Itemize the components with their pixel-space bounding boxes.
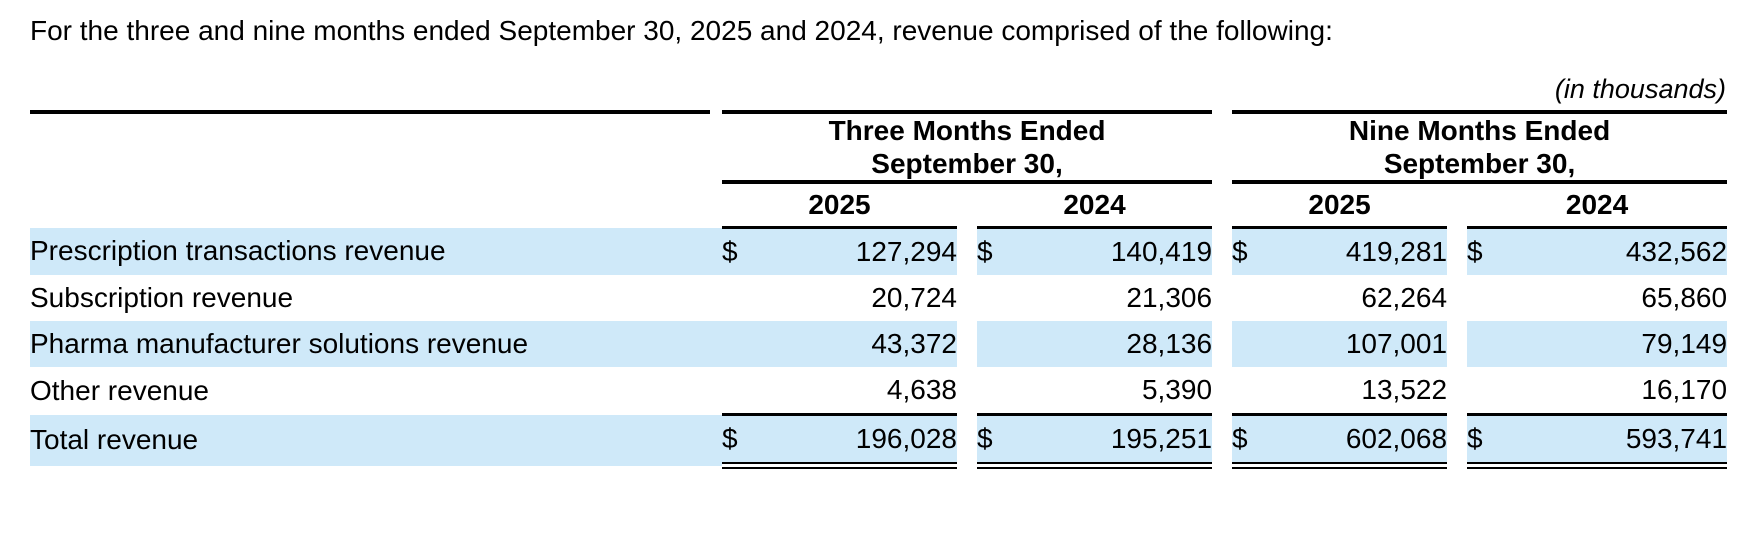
cell-value: 62,264 <box>1361 282 1448 313</box>
gap <box>957 321 977 367</box>
total-value: 195,251 <box>1017 413 1213 469</box>
units-note: (in thousands) <box>1554 74 1726 104</box>
table-row: Prescription transactions revenue $ 127,… <box>30 227 1728 276</box>
total-row-label: Total revenue <box>30 414 710 466</box>
cell-value: 4,638 <box>886 374 957 405</box>
spacer <box>30 182 710 228</box>
gap <box>710 321 722 367</box>
intro-paragraph: For the three and nine months ended Sept… <box>30 15 1333 46</box>
gap <box>1212 415 1232 466</box>
gap <box>957 182 977 228</box>
cell-value: 16,170 <box>1641 374 1728 405</box>
cell-value: 13,522 <box>1361 374 1448 405</box>
gap <box>710 112 722 182</box>
gap <box>710 227 722 275</box>
cell-value: 65,860 <box>1641 282 1728 313</box>
group-title-line1: Nine Months Ended <box>1348 115 1611 146</box>
gap <box>1212 112 1232 182</box>
total-row: Total revenue $ 196,028 $ 195,251 $ 602,… <box>30 413 1728 469</box>
table-row: Subscription revenue 20,724 21,306 62,26… <box>30 275 1727 321</box>
row-label: Prescription transactions revenue <box>30 227 710 275</box>
cell-value: 419,281 <box>1272 227 1448 275</box>
cell-value: 107,001 <box>1272 321 1448 367</box>
gap <box>957 228 977 276</box>
empty-cell <box>722 367 762 415</box>
row-label: Subscription revenue <box>30 282 294 313</box>
empty-cell <box>1232 321 1273 367</box>
gap <box>1447 228 1467 276</box>
empty-cell <box>977 275 1017 321</box>
year-header-3m-2025: 2025 <box>722 182 957 229</box>
cell-value: 140,419 <box>1017 227 1213 275</box>
gap <box>957 415 977 466</box>
gap <box>1447 275 1467 321</box>
label-column-header <box>30 110 710 182</box>
gap <box>1447 182 1467 228</box>
gap <box>710 182 722 228</box>
cell-value: 20,724 <box>871 282 957 313</box>
table-row: Other revenue 4,638 5,390 13,522 16,170 <box>30 367 1727 415</box>
empty-cell <box>977 367 1017 415</box>
gap <box>1212 321 1232 367</box>
gap <box>1212 228 1232 276</box>
group-title-line2: September 30, <box>871 148 1063 179</box>
cell-value: 28,136 <box>1017 321 1213 367</box>
empty-cell <box>722 321 762 367</box>
total-value: 593,741 <box>1507 413 1728 469</box>
empty-cell <box>1232 367 1272 415</box>
group-title-line1: Three Months Ended <box>828 115 1106 146</box>
dollar-sign: $ <box>1467 413 1508 469</box>
cell-value: 127,294 <box>762 227 957 275</box>
total-value: 196,028 <box>762 413 957 469</box>
empty-cell <box>977 321 1017 367</box>
row-label: Other revenue <box>30 374 209 406</box>
gap <box>1212 182 1232 228</box>
empty-cell <box>1467 275 1507 321</box>
total-value: 602,068 <box>1272 413 1448 469</box>
year-header-9m-2025: 2025 <box>1232 182 1448 229</box>
empty-cell <box>1467 367 1507 415</box>
dollar-sign: $ <box>722 413 762 469</box>
gap <box>957 275 977 321</box>
cell-value: 5,390 <box>1141 374 1213 405</box>
dollar-sign: $ <box>1232 413 1273 469</box>
dollar-sign: $ <box>977 413 1017 469</box>
gap <box>710 275 722 321</box>
gap <box>1447 367 1467 415</box>
dollar-sign: $ <box>722 227 762 275</box>
group-header-three-months: Three Months Ended September 30, <box>722 110 1213 184</box>
gap <box>1447 321 1467 367</box>
cell-value: 43,372 <box>762 321 957 367</box>
cell-value: 21,306 <box>1126 282 1213 313</box>
year-header-row: 2025 2024 2025 2024 <box>30 182 1728 229</box>
year-header-9m-2024: 2024 <box>1467 182 1728 229</box>
gap <box>1447 415 1467 466</box>
empty-cell <box>1467 321 1508 367</box>
group-header-row: Three Months Ended September 30, Nine Mo… <box>30 110 1728 184</box>
dollar-sign: $ <box>1467 227 1508 275</box>
gap <box>1212 367 1232 415</box>
dollar-sign: $ <box>977 227 1017 275</box>
empty-cell <box>1232 275 1272 321</box>
dollar-sign: $ <box>1232 227 1273 275</box>
cell-value: 79,149 <box>1507 321 1728 367</box>
gap <box>710 367 722 415</box>
empty-cell <box>722 275 762 321</box>
gap <box>957 367 977 415</box>
group-header-nine-months: Nine Months Ended September 30, <box>1232 110 1728 184</box>
table-row: Pharma manufacturer solutions revenue 43… <box>30 321 1728 367</box>
gap <box>710 414 722 466</box>
gap <box>1212 275 1232 321</box>
cell-value: 432,562 <box>1507 227 1728 275</box>
group-title-line2: September 30, <box>1383 148 1576 179</box>
revenue-table: Three Months Ended September 30, Nine Mo… <box>30 110 1728 469</box>
year-header-3m-2024: 2024 <box>977 182 1213 229</box>
row-label: Pharma manufacturer solutions revenue <box>30 321 710 367</box>
